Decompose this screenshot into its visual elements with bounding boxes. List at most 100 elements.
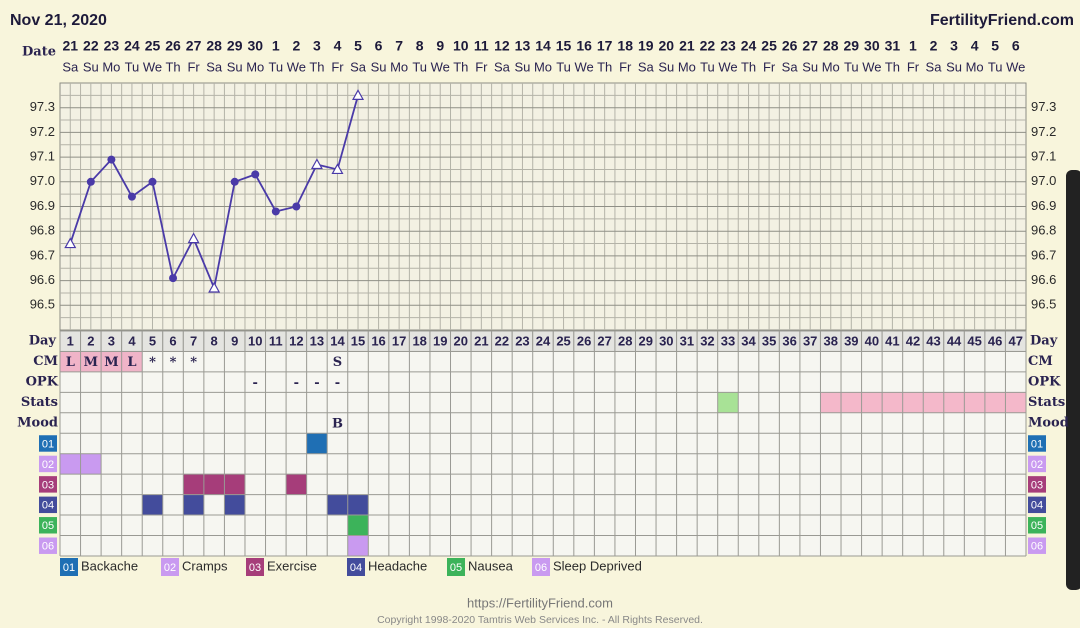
y-tick-label: 97.3 <box>30 99 55 114</box>
day-number: 4 <box>128 334 136 349</box>
symptom-cell <box>142 494 163 516</box>
symptom-code-box-right <box>1028 496 1046 514</box>
symptom-cell <box>347 535 369 556</box>
y-tick-label-right: 96.8 <box>1031 223 1056 238</box>
y-tick-label-right: 96.7 <box>1031 247 1056 262</box>
symptom-code-box-right <box>1028 455 1046 473</box>
temp-marker <box>251 170 260 179</box>
date-number: 2 <box>930 38 938 54</box>
row-cell-fill <box>60 351 81 372</box>
date-number: 23 <box>104 38 120 54</box>
day-number: 3 <box>108 334 115 349</box>
symptom-code-box-left <box>39 476 57 493</box>
day-label: Day <box>29 334 57 349</box>
row-cell-fill <box>964 392 985 413</box>
legend-swatch <box>161 558 179 576</box>
symptom-cell <box>286 474 307 495</box>
symptom-cell <box>327 494 348 516</box>
weekday: Su <box>514 59 530 74</box>
date-number: 30 <box>864 38 880 54</box>
temp-marker <box>292 202 301 211</box>
weekday: Tu <box>412 59 427 74</box>
day-number: 40 <box>865 334 879 349</box>
day-number: 9 <box>231 334 238 349</box>
day-number: 34 <box>741 334 756 349</box>
row-cell-text: - <box>253 376 258 391</box>
temp-marker <box>230 177 239 186</box>
day-number: 2 <box>87 334 94 349</box>
weekday: Su <box>658 59 674 74</box>
row-cell-text: - <box>335 376 340 391</box>
date-number: 1 <box>909 38 917 54</box>
date-number: 14 <box>535 38 551 54</box>
legend-code: 03 <box>249 562 261 574</box>
row-cell-fill <box>902 392 924 413</box>
row-cell-text: - <box>294 376 299 391</box>
weekday: Sa <box>62 59 79 74</box>
row-cell-text: M <box>84 355 98 370</box>
date-number: 11 <box>474 38 489 54</box>
symptom-cell <box>80 453 102 475</box>
date-number: 8 <box>416 38 424 54</box>
day-number: 25 <box>556 334 570 349</box>
day-number: 26 <box>577 334 591 349</box>
day-number: 22 <box>495 334 509 349</box>
day-number: 41 <box>885 334 899 349</box>
symptom-code-right: 02 <box>1031 459 1043 471</box>
weekday: Th <box>741 59 756 74</box>
weekday: Su <box>371 59 387 74</box>
symptom-code-right: 03 <box>1031 479 1043 491</box>
symptom-code-right: 06 <box>1031 541 1043 553</box>
day-number: 27 <box>597 334 611 349</box>
legend-name: Exercise <box>267 558 317 573</box>
date-number: 30 <box>247 38 263 54</box>
day-number: 36 <box>782 334 796 349</box>
y-tick-label: 96.8 <box>30 223 55 238</box>
legend-swatch <box>532 558 550 576</box>
date-number: 29 <box>227 38 243 54</box>
date-number: 2 <box>292 38 300 54</box>
temp-marker-open <box>331 163 344 175</box>
day-number: 10 <box>248 334 262 349</box>
date-number: 22 <box>700 38 716 54</box>
weekday: Su <box>946 59 962 74</box>
temp-marker <box>86 177 95 186</box>
table-bg <box>60 331 1026 556</box>
symptom-cell <box>224 494 245 516</box>
day-number: 30 <box>659 334 673 349</box>
weekday: Mo <box>534 59 552 74</box>
row-label-right: Stats <box>1028 395 1065 410</box>
weekday: Mo <box>390 59 408 74</box>
date-number: 22 <box>83 38 99 54</box>
legend-name: Headache <box>368 558 427 573</box>
date-number: 12 <box>494 38 510 54</box>
date-number: 21 <box>679 38 695 54</box>
y-tick-label-right: 97.2 <box>1031 124 1056 139</box>
weekday: Fr <box>187 59 200 74</box>
date-number: 24 <box>741 38 757 54</box>
temp-marker-open <box>310 158 323 170</box>
day-number: 7 <box>190 334 197 349</box>
row-cell-text: B <box>332 417 343 432</box>
temp-marker <box>127 192 136 201</box>
weekday: Th <box>165 59 180 74</box>
date-number: 23 <box>720 38 736 54</box>
day-label-right: Day <box>1030 334 1058 349</box>
weekday: Fr <box>763 59 776 74</box>
legend-swatch <box>60 558 78 576</box>
weekday: Su <box>83 59 99 74</box>
legend-code: 02 <box>164 562 176 574</box>
symptom-cell <box>183 474 204 495</box>
row-cell-fill <box>861 392 883 413</box>
day-number: 20 <box>454 334 468 349</box>
symptom-code-box-right <box>1028 517 1046 534</box>
date-number: 26 <box>165 38 181 54</box>
weekday: Su <box>227 59 243 74</box>
weekday: Sa <box>494 59 511 74</box>
day-number: 39 <box>844 334 858 349</box>
day-number: 43 <box>926 334 940 349</box>
date-number: 3 <box>313 38 321 54</box>
day-number: 12 <box>289 334 303 349</box>
date-number: 6 <box>1012 38 1020 54</box>
